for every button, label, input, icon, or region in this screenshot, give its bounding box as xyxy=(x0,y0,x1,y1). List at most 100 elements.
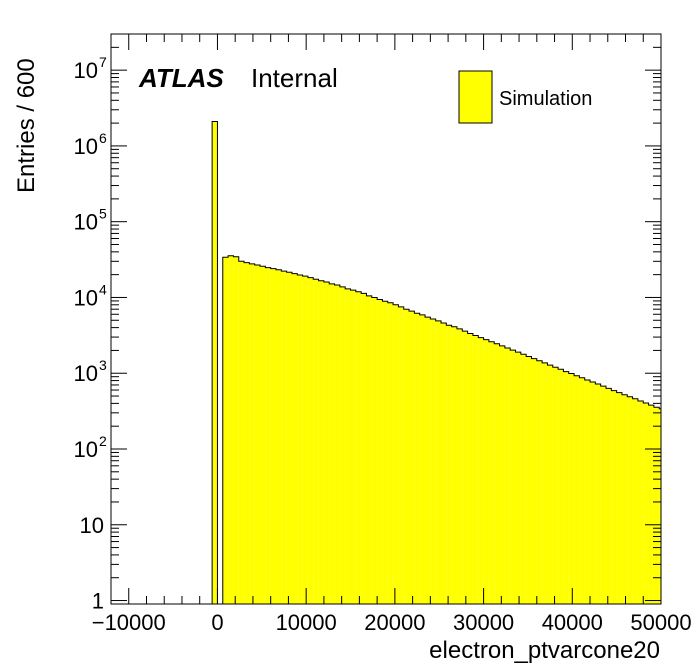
x-tick-label: 20000 xyxy=(364,610,425,635)
histogram-bin xyxy=(371,297,378,604)
y-tick-exponent: 7 xyxy=(99,54,107,70)
y-tick-exponent: 5 xyxy=(99,206,107,222)
y-tick-exponent: 3 xyxy=(99,357,107,373)
histogram-bin xyxy=(323,281,330,604)
atlas-label: ATLAS xyxy=(138,63,224,93)
histogram-bin xyxy=(494,343,500,604)
histogram-bin xyxy=(409,311,415,604)
histogram-bin xyxy=(616,392,622,604)
histogram-bin xyxy=(425,317,431,604)
y-tick-label: 10 xyxy=(74,210,98,235)
histogram-bin xyxy=(446,325,452,604)
histogram-bin xyxy=(281,271,287,604)
histogram-bin xyxy=(483,339,489,604)
histogram-bin xyxy=(366,295,372,604)
legend-entry-simulation: Simulation xyxy=(499,88,592,110)
histogram-bin xyxy=(398,306,404,604)
histogram-bin xyxy=(302,276,308,604)
histogram-bin xyxy=(435,320,441,604)
histogram-bin xyxy=(361,293,367,604)
histogram-bin xyxy=(611,390,617,604)
y-tick-label: 10 xyxy=(74,285,98,310)
histogram-bin xyxy=(254,265,261,604)
histogram-bin xyxy=(222,257,229,604)
x-tick-label: −10000 xyxy=(92,610,166,635)
histogram-bin xyxy=(233,256,239,604)
histogram-bin xyxy=(430,318,436,604)
histogram-bin xyxy=(339,286,346,604)
histogram-bin xyxy=(265,267,271,604)
histogram-bin xyxy=(414,313,420,604)
legend: Simulation xyxy=(458,70,592,124)
histogram-bin xyxy=(606,388,612,604)
histogram-bin xyxy=(510,350,516,604)
histogram-bin xyxy=(238,261,245,604)
histogram-bin xyxy=(526,356,532,604)
histogram-bin xyxy=(441,323,447,604)
histogram-bin xyxy=(627,396,633,604)
histogram-bin xyxy=(531,358,537,604)
histogram-bin xyxy=(653,407,660,604)
histogram-bin xyxy=(579,377,585,604)
histogram-bin xyxy=(212,121,218,604)
histogram-bin xyxy=(558,369,564,604)
histogram-bin xyxy=(637,400,644,604)
histogram-bin xyxy=(590,382,596,604)
plot-frame xyxy=(110,33,662,605)
histogram-bin xyxy=(574,375,580,604)
y-axis-title: Entries / 600 xyxy=(13,58,40,193)
histogram-bin xyxy=(387,302,394,604)
y-tick-exponent: 6 xyxy=(99,130,107,146)
axis-ticks xyxy=(110,33,662,604)
histogram-bin xyxy=(632,398,638,604)
y-tick-label: 10 xyxy=(74,361,98,386)
histogram-bin xyxy=(403,309,410,604)
x-tick-labels: −10000 0 10000 20000 30000 40000 50000 xyxy=(92,610,692,635)
histogram-bin xyxy=(355,291,362,604)
histogram-bin xyxy=(419,314,426,604)
histogram-bin xyxy=(249,263,255,604)
histogram-bin xyxy=(568,373,575,604)
histogram-bars xyxy=(211,121,661,604)
histogram-bin xyxy=(504,348,511,604)
histogram-bin xyxy=(536,360,543,604)
y-tick-exponent: 4 xyxy=(99,281,107,297)
y-tick-label: 10 xyxy=(80,513,104,538)
histogram-bin xyxy=(520,354,527,604)
x-tick-label: 30000 xyxy=(453,610,514,635)
histogram-bin xyxy=(584,379,591,604)
histogram-bin xyxy=(260,266,266,604)
histogram-bin xyxy=(643,402,649,604)
x-tick-label: 0 xyxy=(211,610,223,635)
y-tick-exponent: 2 xyxy=(99,433,107,449)
histogram-bin xyxy=(334,285,340,604)
x-tick-label: 10000 xyxy=(276,610,337,635)
x-tick-label: 40000 xyxy=(542,610,603,635)
histogram-bin xyxy=(297,274,303,604)
histogram-bin xyxy=(499,345,505,604)
histogram-bin xyxy=(350,290,356,604)
legend-swatch xyxy=(458,70,493,124)
y-tick-label: 10 xyxy=(74,58,98,83)
y-tick-label: 1 xyxy=(92,589,104,614)
histogram-bin xyxy=(329,283,335,604)
histogram-bin xyxy=(313,279,319,604)
histogram-outline xyxy=(211,121,661,604)
histogram-bin xyxy=(228,255,234,604)
histogram-bin xyxy=(563,371,569,604)
x-axis-title: electron_ptvarcone20 xyxy=(429,637,660,664)
histogram-bin xyxy=(382,301,388,604)
histogram-bin xyxy=(515,352,521,604)
histogram-bin xyxy=(547,365,553,604)
histogram-bin xyxy=(600,386,606,604)
histogram-bin xyxy=(345,288,351,604)
histogram-bin xyxy=(595,384,601,604)
x-tick-label: 50000 xyxy=(630,610,691,635)
y-tick-label: 10 xyxy=(74,437,98,462)
y-tick-label: 10 xyxy=(74,134,98,159)
histogram-bin xyxy=(456,328,463,604)
histogram-bin xyxy=(451,326,457,604)
histogram-bin xyxy=(286,272,292,604)
